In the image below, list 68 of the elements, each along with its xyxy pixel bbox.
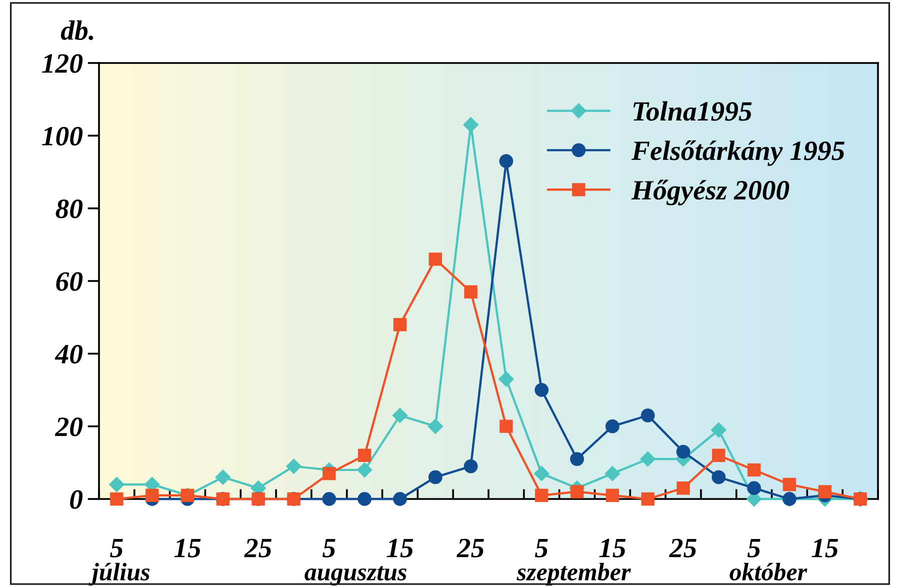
point (322, 492, 336, 506)
point (641, 492, 654, 506)
y-axis-title: db. (60, 20, 94, 40)
y-tick-label: 0 (70, 490, 83, 509)
x-tick-label: 5 (322, 538, 336, 558)
y-tick-label: 60 (56, 272, 83, 291)
x-tick-label: 5 (747, 538, 760, 558)
y-tick-label: 20 (54, 418, 83, 436)
x-tick-label: 5 (110, 538, 123, 558)
point (357, 462, 372, 478)
point (711, 422, 726, 438)
point (464, 285, 478, 298)
point (393, 492, 407, 506)
point (640, 408, 655, 422)
y-tick-label: 40 (54, 344, 83, 364)
point (322, 466, 336, 480)
point (498, 372, 514, 387)
point (818, 485, 832, 498)
point (747, 481, 762, 496)
point (500, 420, 513, 433)
text: augusztus (304, 566, 406, 586)
point (712, 470, 726, 484)
point (640, 451, 656, 467)
point (570, 452, 584, 466)
x-tick-label: 25 (456, 538, 484, 558)
legend-label: Hőgyész 2000 (631, 180, 790, 206)
point (499, 154, 514, 168)
point (464, 459, 478, 474)
legend-label: Felsőtárkány 1995 (631, 140, 844, 166)
point (392, 408, 408, 424)
point (428, 252, 442, 266)
point (747, 463, 761, 477)
x-tick-label: 25 (669, 538, 696, 558)
text: október (730, 562, 808, 581)
point (110, 492, 124, 506)
point (604, 466, 620, 482)
point (676, 482, 690, 495)
point (782, 478, 796, 492)
point (534, 466, 550, 482)
point (146, 488, 159, 502)
x-tick-label: 5 (534, 538, 548, 558)
point (535, 488, 548, 502)
point (570, 485, 584, 498)
point (605, 419, 620, 434)
x-tick-label: 15 (599, 538, 626, 558)
x-tick-label: 15 (386, 538, 414, 558)
point (358, 448, 372, 462)
point (606, 488, 620, 502)
text: július (88, 562, 150, 586)
point (712, 448, 726, 462)
x-tick-label: 15 (812, 538, 838, 558)
point (534, 383, 549, 397)
y-tick-label: 80 (56, 200, 83, 218)
legend-label: Tolna1995 (633, 101, 752, 121)
point (676, 444, 690, 459)
point (428, 470, 442, 484)
x-tick-label: 15 (174, 538, 201, 558)
point (428, 418, 443, 434)
point (393, 318, 407, 332)
point (358, 492, 372, 506)
point (109, 476, 124, 492)
text: szeptember (516, 562, 631, 586)
point (286, 458, 302, 474)
point (463, 117, 478, 132)
y-tick-label: 120 (42, 54, 83, 73)
x-tick-label: 25 (244, 538, 272, 558)
point (215, 470, 230, 485)
y-tick-label: 100 (42, 126, 83, 146)
